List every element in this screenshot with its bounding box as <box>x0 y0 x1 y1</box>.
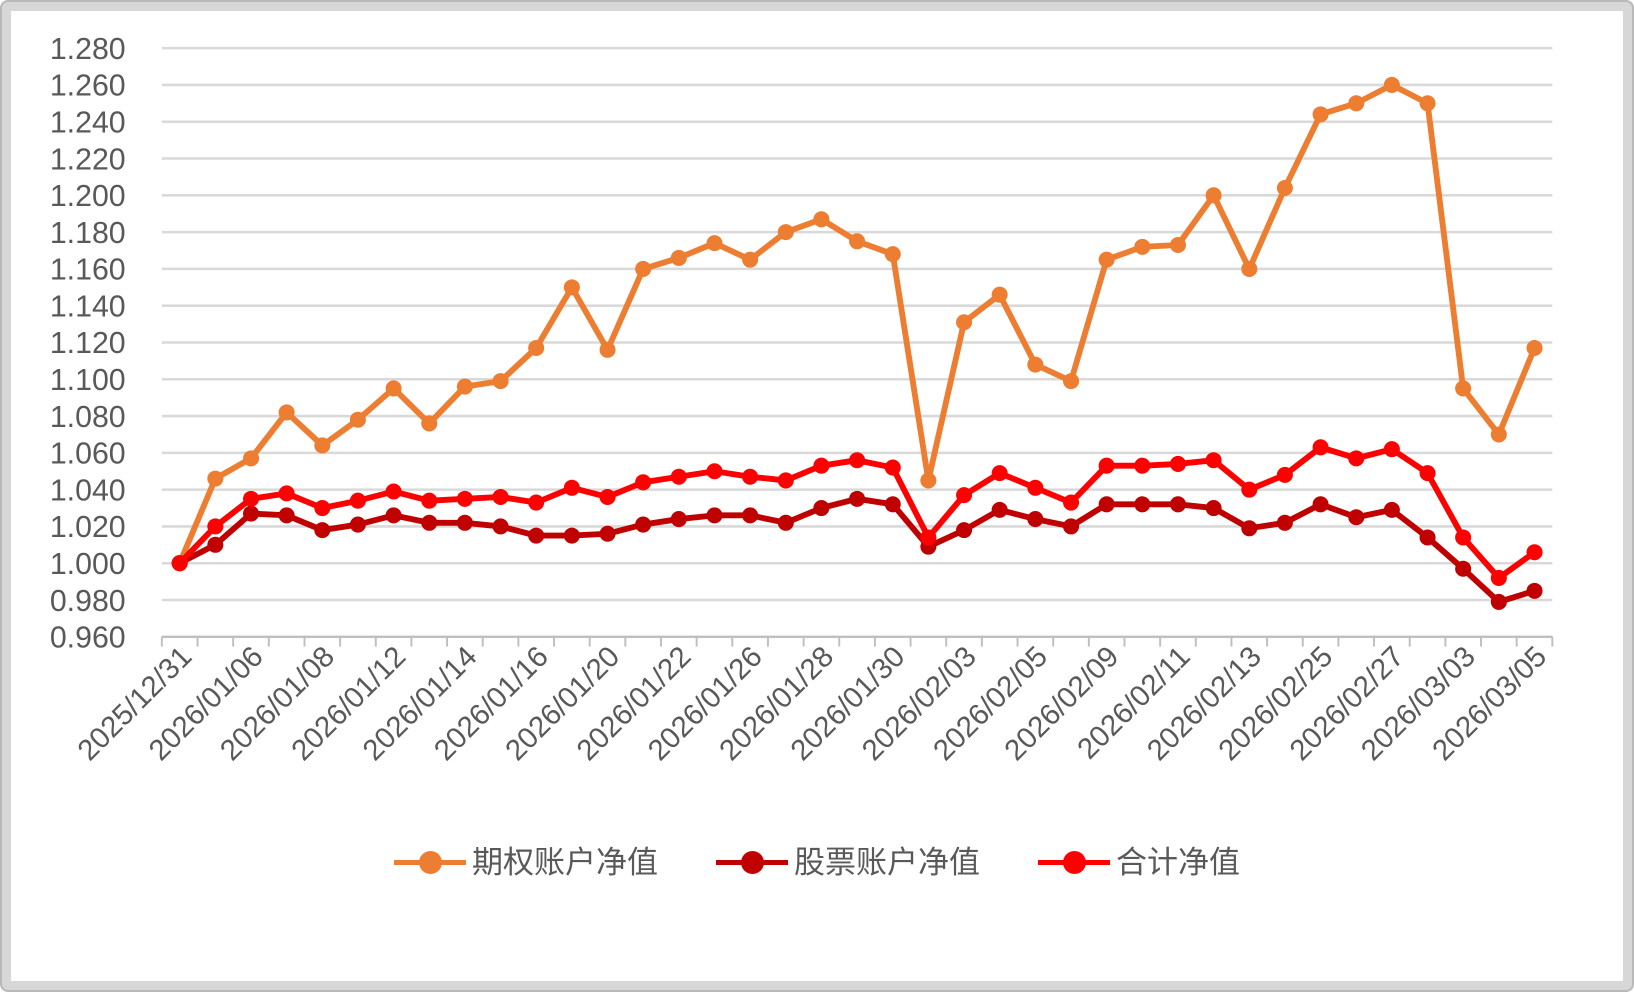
series-股票账户净值 <box>171 490 1543 610</box>
legend-label: 合计净值 <box>1116 845 1240 880</box>
svg-text:1.160: 1.160 <box>50 254 126 287</box>
legend-label: 股票账户净值 <box>794 845 980 880</box>
x-axis-labels: 2025/12/312026/01/062026/01/082026/01/12… <box>71 640 1553 767</box>
svg-text:0.960: 0.960 <box>50 622 126 655</box>
svg-text:1.080: 1.080 <box>50 401 126 434</box>
legend-label: 期权账户净值 <box>472 845 658 880</box>
chart-legend: 期权账户净值 股票账户净值 合计净值 <box>11 847 1623 878</box>
series-合计净值 <box>171 439 1543 586</box>
svg-text:1.060: 1.060 <box>50 438 126 471</box>
svg-text:1.220: 1.220 <box>50 143 126 176</box>
svg-text:1.000: 1.000 <box>50 548 126 581</box>
svg-text:1.040: 1.040 <box>50 474 126 507</box>
orange-line-marker-icon <box>394 850 466 876</box>
svg-text:1.180: 1.180 <box>50 217 126 250</box>
legend-item-stock-account: 股票账户净值 <box>716 847 980 878</box>
legend-item-total: 合计净值 <box>1038 847 1240 878</box>
svg-text:1.100: 1.100 <box>50 364 126 397</box>
red-line-marker-icon <box>1038 850 1110 876</box>
chart-panel: 0.960 0.980 1.000 1.020 1.040 1.060 1.080 1.100… <box>11 11 1623 981</box>
svg-text:1.240: 1.240 <box>50 106 126 139</box>
svg-text:1.200: 1.200 <box>50 180 126 213</box>
svg-text:1.020: 1.020 <box>50 511 126 544</box>
svg-text:0.980: 0.980 <box>50 585 126 618</box>
svg-text:1.280: 1.280 <box>50 33 126 66</box>
gridlines <box>161 46 1553 602</box>
legend-item-options-account: 期权账户净值 <box>394 847 658 878</box>
svg-text:1.120: 1.120 <box>50 327 126 360</box>
x-axis <box>160 635 1554 647</box>
darkred-line-marker-icon <box>716 850 788 876</box>
svg-text:1.140: 1.140 <box>50 290 126 323</box>
svg-text:1.260: 1.260 <box>50 70 126 103</box>
